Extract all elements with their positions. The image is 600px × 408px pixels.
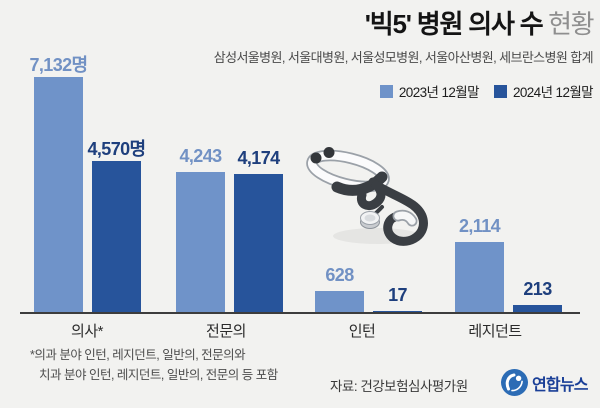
value-label: 4,570명 [87, 139, 146, 159]
legend-item-2024: 2024년 12월말 [493, 81, 594, 101]
value-label: 4,174 [237, 148, 280, 168]
header: '빅5' 병원 의사 수 현황 삼성서울병원, 서울대병원, 서울성모병원, 서… [213, 8, 595, 66]
category-label-전문의: 전문의 [206, 323, 246, 340]
bar-인턴-2023년 12월말 [315, 291, 364, 312]
legend-label-2023: 2023년 12월말 [398, 85, 480, 100]
page-title: '빅5' 병원 의사 수 현황 [214, 8, 595, 40]
value-label: 628 [325, 265, 354, 285]
bar-인턴-2024년 12월말 [373, 311, 422, 312]
legend-swatch-2023-icon [379, 84, 393, 98]
source-credit: 자료: 건강보험심사평가원 [330, 379, 468, 394]
stethoscope-icon [306, 147, 428, 246]
title-light: 현황 [542, 9, 594, 39]
chart-legend: 2023년 12월말 2024년 12월말 [379, 81, 594, 101]
bar-레지던트-2024년 12월말 [513, 305, 562, 312]
x-axis-line [20, 312, 580, 314]
footnote-line-2: 치과 분야 인턴, 레지던트, 일반의, 전문의 등 포함 [39, 368, 278, 382]
category-label-인턴: 인턴 [348, 323, 376, 340]
bar-의사*-2023년 12월말 [34, 77, 83, 312]
bar-의사*-2024년 12월말 [92, 161, 141, 312]
footnote-line-1: *의과 분야 인턴, 레지던트, 일반의, 전문의와 [30, 348, 246, 362]
bar-전문의-2024년 12월말 [234, 174, 283, 312]
value-label: 213 [523, 279, 552, 299]
value-label: 7,132명 [29, 55, 88, 75]
category-label-레지던트: 레지던트 [468, 323, 522, 340]
legend-item-2023: 2023년 12월말 [379, 81, 480, 101]
bar-레지던트-2023년 12월말 [455, 242, 504, 312]
category-label-의사*: 의사* [71, 323, 103, 340]
value-label: 4,243 [179, 146, 222, 166]
yonhap-news-logo: 연합뉴스 [501, 369, 588, 396]
yonhap-logo-mark-icon [501, 369, 528, 396]
value-label: 17 [388, 285, 407, 305]
bar-전문의-2023년 12월말 [176, 172, 225, 312]
legend-label-2024: 2024년 12월말 [512, 85, 594, 100]
title-strong: '빅5' 병원 의사 수 [364, 9, 544, 39]
subtitle: 삼성서울병원, 서울대병원, 서울성모병원, 서울아산병원, 세브란스병원 합계 [213, 50, 594, 65]
logo-text: 연합뉴스 [532, 376, 588, 394]
legend-swatch-2024-icon [493, 84, 507, 98]
footnote: *의과 분야 인턴, 레지던트, 일반의, 전문의와 치과 분야 인턴, 레지던… [30, 345, 278, 385]
value-label: 2,114 [458, 216, 501, 236]
